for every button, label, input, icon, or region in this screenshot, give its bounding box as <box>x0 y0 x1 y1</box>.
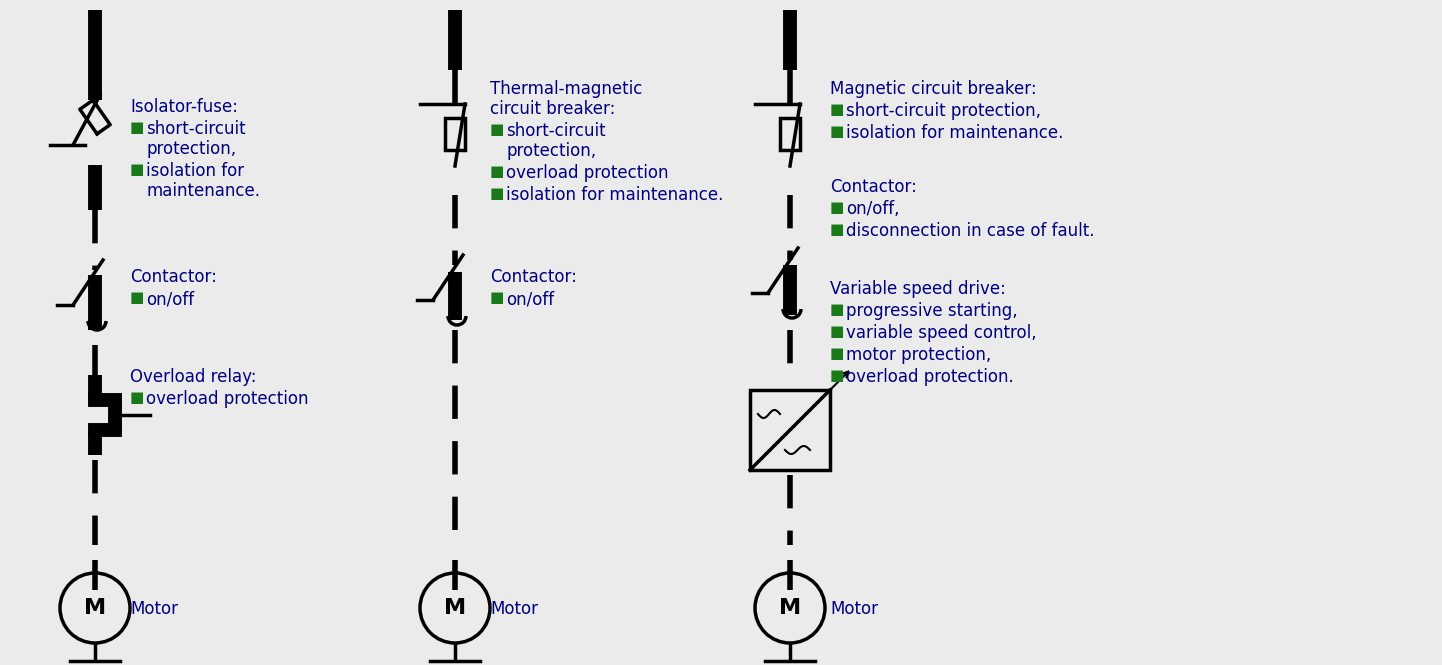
Text: Motor: Motor <box>831 600 878 618</box>
Text: isolation for: isolation for <box>146 162 244 180</box>
Text: protection,: protection, <box>506 142 596 160</box>
Text: maintenance.: maintenance. <box>146 182 260 200</box>
Text: short-circuit protection,: short-circuit protection, <box>846 102 1041 120</box>
Text: Contactor:: Contactor: <box>130 268 216 286</box>
Text: Motor: Motor <box>130 600 177 618</box>
Text: M: M <box>84 598 107 618</box>
Text: ■: ■ <box>130 290 144 305</box>
Text: Contactor:: Contactor: <box>831 178 917 196</box>
Text: Magnetic circuit breaker:: Magnetic circuit breaker: <box>831 80 1037 98</box>
Text: ■: ■ <box>831 222 845 237</box>
Text: Motor: Motor <box>490 600 538 618</box>
Text: progressive starting,: progressive starting, <box>846 302 1018 320</box>
Text: on/off: on/off <box>506 290 554 308</box>
Text: ■: ■ <box>831 200 845 215</box>
Text: M: M <box>779 598 802 618</box>
Text: on/off: on/off <box>146 290 195 308</box>
Text: Overload relay:: Overload relay: <box>130 368 257 386</box>
Bar <box>750 390 831 470</box>
Text: ■: ■ <box>130 120 144 135</box>
Text: Variable speed drive:: Variable speed drive: <box>831 280 1007 298</box>
Text: Contactor:: Contactor: <box>490 268 577 286</box>
Text: isolation for maintenance.: isolation for maintenance. <box>506 186 724 204</box>
Text: ■: ■ <box>130 162 144 177</box>
Text: ■: ■ <box>831 346 845 361</box>
Text: ■: ■ <box>490 290 505 305</box>
Text: ■: ■ <box>831 368 845 383</box>
Text: variable speed control,: variable speed control, <box>846 324 1037 342</box>
Text: M: M <box>444 598 466 618</box>
Text: short-circuit: short-circuit <box>506 122 606 140</box>
Text: disconnection in case of fault.: disconnection in case of fault. <box>846 222 1094 240</box>
Text: short-circuit: short-circuit <box>146 120 245 138</box>
Text: protection,: protection, <box>146 140 236 158</box>
Text: ■: ■ <box>831 124 845 139</box>
Text: overload protection.: overload protection. <box>846 368 1014 386</box>
Text: Thermal-magnetic: Thermal-magnetic <box>490 80 642 98</box>
Text: overload protection: overload protection <box>506 164 669 182</box>
Text: on/off,: on/off, <box>846 200 900 218</box>
Text: isolation for maintenance.: isolation for maintenance. <box>846 124 1063 142</box>
Text: ■: ■ <box>130 390 144 405</box>
Text: overload protection: overload protection <box>146 390 309 408</box>
Text: ■: ■ <box>831 302 845 317</box>
Bar <box>446 118 464 150</box>
Text: ■: ■ <box>490 186 505 201</box>
Text: ■: ■ <box>490 164 505 179</box>
Text: Isolator-fuse:: Isolator-fuse: <box>130 98 238 116</box>
Text: circuit breaker:: circuit breaker: <box>490 100 616 118</box>
Text: ■: ■ <box>490 122 505 137</box>
Text: motor protection,: motor protection, <box>846 346 991 364</box>
Text: ■: ■ <box>831 102 845 117</box>
Bar <box>780 118 800 150</box>
Text: ■: ■ <box>831 324 845 339</box>
